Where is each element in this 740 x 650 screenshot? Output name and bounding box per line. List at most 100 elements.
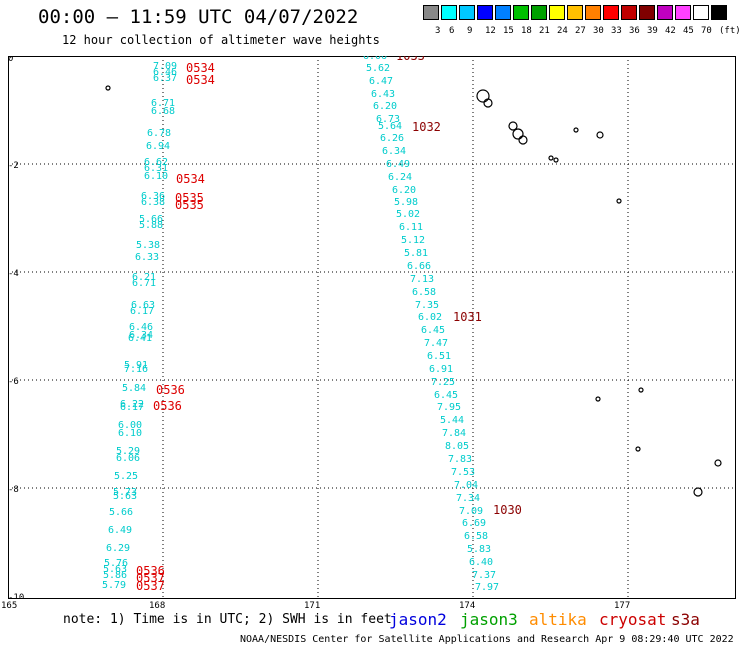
swh-value-label: 7.84 [442, 428, 466, 439]
swh-value-label: 6.20 [373, 101, 397, 112]
island-outline [596, 131, 604, 139]
swh-value-label: 7.34 [456, 493, 480, 504]
scale-label: 21 [539, 26, 550, 36]
scale-swatch [513, 5, 529, 20]
y-tick-label: -8 [8, 485, 19, 495]
swh-value-label: 5.66 [109, 507, 133, 518]
satellite-legend-cryosat: cryosat [599, 610, 667, 629]
swh-value-label: 6.38 [141, 197, 165, 208]
swh-value-label: 6.22 [120, 399, 144, 410]
scale-swatch [711, 5, 727, 20]
swh-value-label: 7.95 [437, 402, 461, 413]
satellite-legend-jason2: jason2 [389, 610, 447, 629]
island-outline [693, 487, 703, 497]
swh-value-label: 6.49 [386, 159, 410, 170]
swh-value-label: 5.86 [103, 570, 127, 581]
scale-swatch [459, 5, 475, 20]
swh-value-label: 7.09 [459, 506, 483, 517]
map-subtitle: 12 hour collection of altimeter wave hei… [62, 33, 380, 47]
pass-time-label: 0537 [136, 571, 165, 585]
island-outline [105, 85, 111, 91]
pass-time-label: 1031 [453, 310, 482, 324]
swh-value-label: 7.04 [454, 480, 478, 491]
island-outline [638, 387, 644, 393]
y-tick-label: -6 [8, 377, 19, 387]
satellite-legend-s3a: s3a [671, 610, 700, 629]
swh-value-label: 6.73 [376, 114, 400, 125]
x-tick-label: 168 [149, 601, 166, 611]
island-outline [483, 98, 493, 108]
pass-time-label: 1033 [396, 56, 425, 63]
scale-label: 9 [467, 26, 473, 36]
scale-label: 15 [503, 26, 514, 36]
swh-value-label: 6.10 [118, 428, 142, 439]
scale-label: 45 [683, 26, 694, 36]
x-tick-label: 165 [1, 601, 18, 611]
swh-value-label: 6.66 [407, 261, 431, 272]
swh-value-label: 6.33 [135, 252, 159, 263]
island-outline [518, 135, 528, 145]
scale-label: 30 [593, 26, 604, 36]
swh-value-label: 6.45 [421, 325, 445, 336]
swh-value-label: 6.46 [153, 67, 177, 78]
scale-swatch [639, 5, 655, 20]
scale-swatch [567, 5, 583, 20]
swh-value-label: 6.51 [427, 351, 451, 362]
swh-value-label: 6.29 [106, 543, 130, 554]
swh-value-label: 5.12 [401, 235, 425, 246]
pass-time-label: 0535 [175, 191, 204, 205]
pass-time-label: 0534 [186, 73, 215, 87]
swh-value-label: 6.10 [144, 171, 168, 182]
pass-time-label: 0535 [175, 198, 204, 212]
pass-time-label: 0534 [186, 61, 215, 75]
swh-value-label: 6.02 [418, 312, 442, 323]
swh-value-label: 5.66 [139, 214, 163, 225]
swh-value-label: 6.45 [434, 390, 458, 401]
satellite-legend-altika: altika [529, 610, 587, 629]
swh-value-label: 6.58 [464, 531, 488, 542]
swh-value-label: 6.78 [147, 128, 171, 139]
island-outline [508, 121, 518, 131]
swh-value-label: 6.00 [118, 420, 142, 431]
swh-value-label: 8.05 [445, 441, 469, 452]
scale-label: 6 [449, 26, 455, 36]
swh-value-label: 6.17 [130, 306, 154, 317]
scale-label: 36 [629, 26, 640, 36]
swh-value-label: 6.34 [382, 146, 406, 157]
swh-value-label: 5.64 [378, 121, 402, 132]
scale-label: 39 [647, 26, 658, 36]
scale-label: 3 [435, 26, 441, 36]
swh-value-label: 7.09 [153, 61, 177, 72]
swh-value-label: 6.21 [132, 272, 156, 283]
swh-value-label: 5.83 [467, 544, 491, 555]
satellite-legend-jason3: jason3 [460, 610, 518, 629]
swh-value-label: 6.69 [462, 518, 486, 529]
footer-credit: NOAA/NESDIS Center for Satellite Applica… [240, 634, 734, 645]
swh-value-label: 5.98 [394, 197, 418, 208]
island-outline [635, 446, 641, 452]
island-outline [573, 127, 579, 133]
pass-time-label: 1030 [493, 503, 522, 517]
swh-value-label: 6.36 [141, 191, 165, 202]
swh-value-label: 5.25 [114, 471, 138, 482]
swh-value-label: 7.83 [448, 454, 472, 465]
swh-value-label: 6.94 [146, 141, 170, 152]
footer-note: note: 1) Time is in UTC; 2) SWH is in fe… [63, 612, 392, 627]
scale-swatch [621, 5, 637, 20]
swh-value-label: 6.58 [412, 287, 436, 298]
pass-time-label: 0536 [136, 564, 165, 578]
scale-swatch [477, 5, 493, 20]
swh-value-label: 6.62 [144, 157, 168, 168]
scale-label: 18 [521, 26, 532, 36]
swh-value-label: 6.71 [151, 98, 175, 109]
scale-label: 42 [665, 26, 676, 36]
scale-swatch [603, 5, 619, 20]
scale-swatch [657, 5, 673, 20]
scale-label: (ft) [719, 26, 740, 36]
scale-swatch [693, 5, 709, 20]
scale-swatch [585, 5, 601, 20]
wave-height-map: 0-2-4-6-8-107.096.466.376.716.686.786.94… [8, 56, 736, 599]
scale-swatch [531, 5, 547, 20]
island-outline [616, 198, 622, 204]
y-tick-label: 0 [8, 56, 13, 64]
